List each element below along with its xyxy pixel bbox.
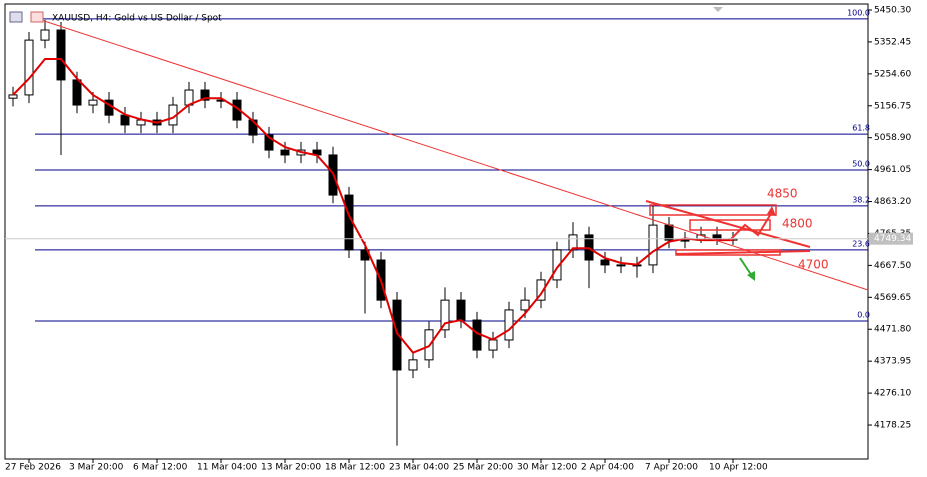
y-tick-label: 4373.95: [874, 357, 911, 367]
candle-body: [88, 99, 98, 106]
plot-frame: [4, 3, 869, 460]
candle-body: [664, 224, 674, 241]
fib-label: 0.0: [857, 311, 870, 320]
y-tick-label: 4569.65: [874, 293, 911, 303]
icon: [9, 11, 23, 23]
x-tick-label: 3 Mar 20:00: [69, 463, 124, 473]
candle-body: [520, 299, 530, 311]
x-tick-label: 2 Apr 04:00: [581, 463, 634, 473]
candle-body: [200, 89, 210, 101]
candle-body: [600, 259, 610, 266]
candle-body: [40, 29, 50, 41]
arrow-head: [767, 206, 776, 216]
x-tick-label: 30 Mar 12:00: [517, 463, 577, 473]
y-tick-label: 4667.50: [874, 261, 911, 271]
candle-body: [680, 239, 690, 242]
x-tick-label: 23 Mar 04:00: [389, 463, 449, 473]
level-box: [649, 204, 777, 216]
annotation: 4700: [798, 258, 829, 272]
fib-label: 61.8: [852, 124, 870, 133]
trend-line: [34, 17, 869, 291]
x-tick-label: 13 Mar 20:00: [261, 463, 321, 473]
candle-body: [280, 149, 290, 156]
y-tick-label: 5254.60: [874, 69, 911, 79]
channel-line: [675, 250, 811, 255]
candle-body: [648, 224, 658, 266]
candle-body: [536, 279, 546, 301]
annotation: 4800: [782, 217, 813, 231]
fib-label: 100.0: [847, 8, 870, 17]
x-tick-label: 6 Mar 12:00: [133, 463, 188, 473]
y-tick-label: 4276.10: [874, 389, 911, 399]
level-box: [689, 219, 771, 231]
candle-body: [120, 114, 130, 126]
y-tick-label: 5450.30: [874, 6, 911, 16]
candle-body: [8, 94, 18, 99]
candle-body: [56, 29, 66, 81]
candle-body: [440, 299, 450, 331]
candle-body: [72, 79, 82, 106]
candle-body: [552, 249, 562, 281]
x-tick-label: 10 Apr 12:00: [709, 463, 768, 473]
candle-body: [408, 359, 418, 371]
y-tick-label: 5058.90: [874, 133, 911, 143]
x-tick-label: 11 Mar 04:00: [197, 463, 257, 473]
x-tick-label: 27 Feb 2026: [5, 463, 61, 473]
last-price-box: [869, 232, 913, 245]
candle-body: [616, 264, 626, 267]
arrow-head: [747, 271, 755, 281]
candle-body: [24, 39, 34, 96]
y-tick-label: 4178.25: [874, 421, 911, 431]
candle-body: [264, 134, 274, 151]
moving-average: [12, 58, 733, 354]
candle-body: [488, 339, 498, 351]
annotation: 4850: [767, 187, 798, 201]
x-tick-label: 25 Mar 20:00: [453, 463, 513, 473]
candle-body: [568, 234, 578, 251]
last-price-label: 4749.34: [874, 234, 911, 244]
y-tick-label: 5156.75: [874, 101, 911, 111]
y-tick-label: 4961.05: [874, 165, 911, 175]
chart-title: XAUUSD, H4: Gold vs US Dollar / Spot: [52, 14, 222, 24]
candle-body: [456, 299, 466, 321]
channel-line: [645, 200, 811, 248]
fib-label: 23.6: [852, 239, 870, 248]
scroll-marker: [713, 7, 723, 12]
candle-body: [392, 299, 402, 371]
candle-body: [504, 309, 514, 341]
y-tick-label: 5352.45: [874, 37, 911, 47]
x-tick-label: 7 Apr 20:00: [645, 463, 698, 473]
y-tick-label: 4471.80: [874, 325, 911, 335]
fib-label: 50.0: [852, 159, 870, 168]
projection-arrow: [739, 257, 753, 277]
level-box: [675, 249, 781, 256]
y-tick-label: 4863.20: [874, 197, 911, 207]
fib-label: 38.2: [852, 195, 870, 204]
icon: [30, 11, 44, 23]
x-tick-label: 18 Mar 12:00: [325, 463, 385, 473]
projection-arrow: [729, 211, 773, 241]
